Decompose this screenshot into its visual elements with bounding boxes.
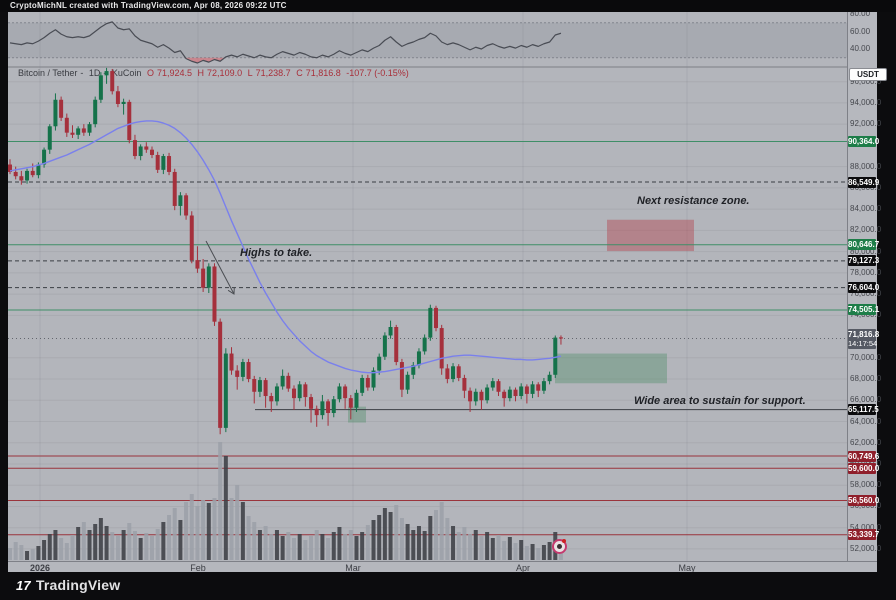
tradingview-wordmark: TradingView [35, 577, 121, 593]
tradingview-mark-icon: 17 [16, 577, 31, 593]
annotation-highs-to-take[interactable]: Highs to take. [240, 247, 312, 259]
low-value: 71,238.7 [255, 68, 291, 78]
time-axis-label: Apr [515, 563, 531, 573]
price-axis[interactable] [847, 12, 877, 561]
price-level-lines[interactable] [8, 141, 847, 536]
time-axis-label: May [678, 563, 696, 573]
ohlc-values: O 71,924.5 H 72,109.0 L 71,238.7 C 71,816.8 … [147, 68, 412, 78]
annotation-zones[interactable] [348, 219, 694, 423]
candlestick-series [8, 67, 563, 435]
exchange-label: KuCoin [111, 68, 142, 78]
low-label: L [247, 68, 253, 78]
sticker-red-dot [562, 539, 566, 543]
footer-bar: 17 TradingView [0, 572, 896, 600]
close-value: 71,816.8 [305, 68, 341, 78]
time-axis[interactable]: 2026 Feb Mar Apr May [8, 561, 877, 573]
change-value: -107.7 (-0.15%) [346, 68, 409, 78]
trend-arrow[interactable] [205, 240, 234, 294]
sticker-core-dot [557, 544, 562, 549]
chart-pane-background[interactable] [8, 12, 847, 561]
moving-average-line [9, 120, 562, 374]
volume-series [8, 442, 563, 560]
annotation-next-resistance[interactable]: Next resistance zone. [637, 195, 750, 207]
time-axis-label: 2026 [29, 563, 51, 573]
attribution-text: CryptoMichNL created with TradingView.co… [10, 1, 287, 10]
gridlines [8, 12, 847, 561]
high-value: 72,109.0 [207, 68, 243, 78]
symbol-name: Bitcoin / Tether [18, 68, 78, 78]
time-axis-label: Feb [190, 563, 206, 573]
attribution-bar: CryptoMichNL created with TradingView.co… [0, 0, 896, 12]
sticker-icon[interactable] [552, 539, 567, 554]
open-value: 71,924.5 [156, 68, 193, 78]
high-label: H [197, 68, 205, 78]
open-label: O [146, 68, 154, 78]
interval-label: 1D [88, 68, 101, 78]
annotation-wide-support[interactable]: Wide area to sustain for support. [634, 395, 806, 407]
currency-toggle-button[interactable]: USDT [849, 68, 887, 81]
close-label: C [296, 68, 303, 78]
rsi-indicator-pane [8, 21, 847, 64]
time-axis-label: Mar [345, 563, 361, 573]
symbol-legend[interactable]: Bitcoin / Tether- 1D- KuCoin O71,924.5 H… [18, 68, 415, 78]
tradingview-logo[interactable]: 17 TradingView [16, 577, 120, 593]
legend-separator: - [80, 68, 84, 78]
